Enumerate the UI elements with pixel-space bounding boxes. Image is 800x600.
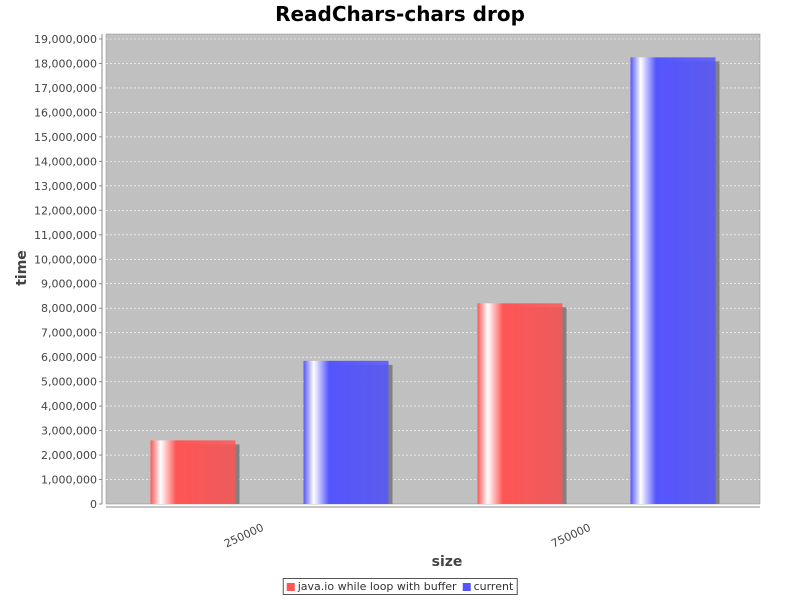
bar-java-io-while-loop-with-buffer-750000 [477, 303, 563, 504]
y-axis-label: time [14, 250, 30, 286]
y-tick-label: 16,000,000 [34, 106, 97, 119]
y-tick-label: 12,000,000 [34, 204, 97, 217]
x-axis: 250000 750000 [106, 506, 760, 551]
legend: java.io while loop with buffer current [282, 578, 518, 595]
chart-title: ReadChars-chars drop [275, 2, 525, 26]
y-tick-label: 0 [90, 498, 97, 511]
y-tick-label: 18,000,000 [34, 57, 97, 70]
y-tick-label: 5,000,000 [41, 376, 97, 389]
legend-item: java.io while loop with buffer [286, 580, 457, 593]
legend-swatch [462, 582, 471, 591]
y-axis: 0 1,000,000 2,000,000 3,000,000 4,000,000 5,0… [34, 33, 103, 511]
x-tick-label: 250000 [222, 521, 266, 551]
bars [150, 57, 720, 505]
y-tick-label: 11,000,000 [34, 229, 97, 242]
y-tick-label: 17,000,000 [34, 82, 97, 95]
y-tick-label: 19,000,000 [34, 33, 97, 46]
y-tick-label: 1,000,000 [41, 474, 97, 487]
y-tick-label: 14,000,000 [34, 155, 97, 168]
x-axis-label: size [432, 554, 463, 570]
bar-current-250000 [303, 360, 389, 504]
y-tick-label: 2,000,000 [41, 449, 97, 462]
y-tick-label: 7,000,000 [41, 327, 97, 340]
y-tick-label: 6,000,000 [41, 351, 97, 364]
x-tick-label: 750000 [549, 521, 593, 551]
y-tick-label: 9,000,000 [41, 278, 97, 291]
legend-item: current [462, 580, 514, 593]
y-tick-label: 8,000,000 [41, 302, 97, 315]
legend-swatch [286, 582, 295, 591]
y-tick-label: 15,000,000 [34, 131, 97, 144]
y-tick-label: 3,000,000 [41, 425, 97, 438]
legend-label: java.io while loop with buffer [297, 580, 457, 593]
y-tick-label: 13,000,000 [34, 180, 97, 193]
y-tick-label: 4,000,000 [41, 400, 97, 413]
bar-java-io-while-loop-with-buffer-250000 [150, 440, 236, 504]
bar-current-750000 [630, 57, 716, 505]
legend-label: current [473, 580, 514, 593]
y-tick-label: 10,000,000 [34, 253, 97, 266]
